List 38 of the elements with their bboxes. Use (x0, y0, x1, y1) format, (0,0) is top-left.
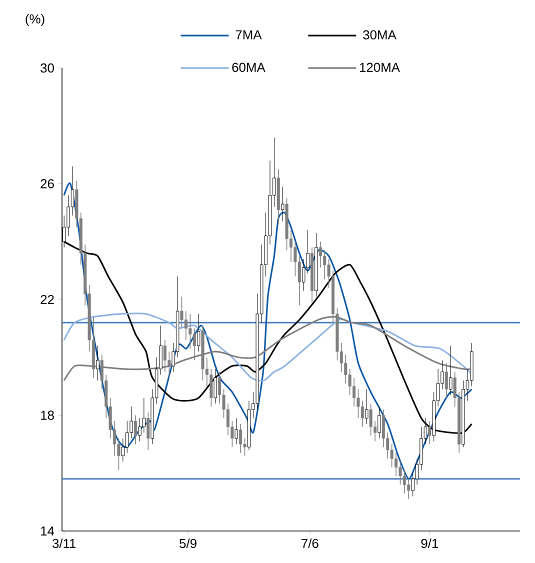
candlestick (365, 388, 368, 424)
candlestick (360, 400, 364, 428)
candlestick (428, 420, 432, 445)
candlestick (234, 418, 238, 444)
legend-label: 7MA (236, 30, 262, 40)
candlestick (398, 461, 402, 486)
x-tick-label: 5/9 (180, 538, 196, 548)
candlestick (449, 346, 452, 396)
legend-label: 60MA (232, 62, 266, 72)
legend-label: 120MA (360, 62, 400, 72)
candlestick (138, 418, 142, 442)
candlestick (146, 412, 150, 450)
legend-label: 30MA (363, 30, 396, 40)
candlestick (407, 478, 410, 500)
y-tick-label: 26 (40, 179, 54, 188)
candlestick (96, 346, 100, 381)
candlestick (210, 368, 213, 407)
y-tick-label: 18 (41, 410, 54, 420)
candlestick (369, 403, 372, 436)
candlestick (239, 424, 242, 454)
y-axis-title: (%) (26, 14, 44, 26)
x-tick-label: 7/6 (302, 538, 318, 548)
candlestick (192, 328, 196, 361)
candlestick (196, 314, 200, 352)
candlestick (188, 314, 192, 350)
y-tick-label: 22 (40, 294, 54, 304)
candlestick (356, 388, 360, 419)
x-tick-label: 9/1 (421, 538, 438, 548)
candlestick (214, 368, 217, 404)
candlestick (378, 406, 381, 439)
y-tick-label: 14 (41, 526, 54, 536)
candlestick (134, 414, 138, 445)
candlestick (142, 398, 146, 433)
x-tick-label: 3/11 (52, 538, 76, 548)
line-series (63, 182, 472, 480)
candlestick (280, 186, 284, 222)
candlestick (180, 296, 184, 329)
y-tick-label: 30 (40, 63, 54, 73)
